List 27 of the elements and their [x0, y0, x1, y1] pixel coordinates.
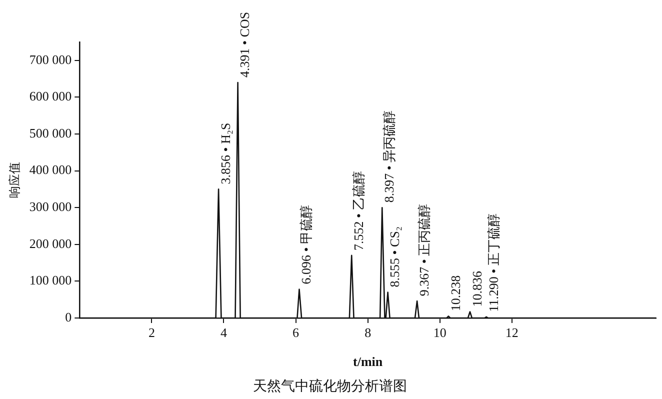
y-tick-label: 700 000 [29, 52, 72, 67]
x-tick-label: 12 [505, 325, 518, 340]
y-tick-label: 600 000 [29, 88, 72, 104]
x-tick-label: 8 [364, 325, 372, 340]
y-tick-label: 400 000 [29, 162, 72, 178]
x-axis-title: t/min [353, 354, 384, 369]
text: 天然气中硫化物分析谱图 [253, 378, 407, 394]
annotation: 10.238 [448, 275, 463, 312]
y-axis-title: 响应值 [7, 162, 22, 198]
x-tick-label: 6 [292, 325, 300, 340]
annotation: 8.555 • CS₂ [387, 226, 402, 288]
annotation: 9.367 • 正丙硫醇 [416, 204, 432, 296]
annotation: 11.290 • 正丁硫醇 [486, 214, 501, 312]
y-tick-label: 500 000 [29, 125, 72, 140]
x-tick-label: 4 [220, 325, 228, 340]
y-tick-label: 100 000 [29, 272, 72, 288]
annotation: 6.096 • 甲硫醇 [298, 204, 314, 284]
y-tick-label: 300 000 [29, 199, 72, 214]
x-tick-label: 2 [148, 325, 155, 340]
annotation: 3.856 • H₂S [218, 122, 233, 184]
x-tick-label: 10 [433, 325, 446, 340]
annotation: 10.836 [469, 270, 484, 307]
annotation: 7.552 • 乙硫醇 [351, 171, 366, 250]
annotation: 8.397 • 异丙硫醇 [382, 110, 397, 203]
annotation: 4.391 • COS [237, 12, 252, 78]
y-tick-label: 0 [65, 309, 72, 324]
y-tick-label: 200 000 [29, 236, 72, 251]
